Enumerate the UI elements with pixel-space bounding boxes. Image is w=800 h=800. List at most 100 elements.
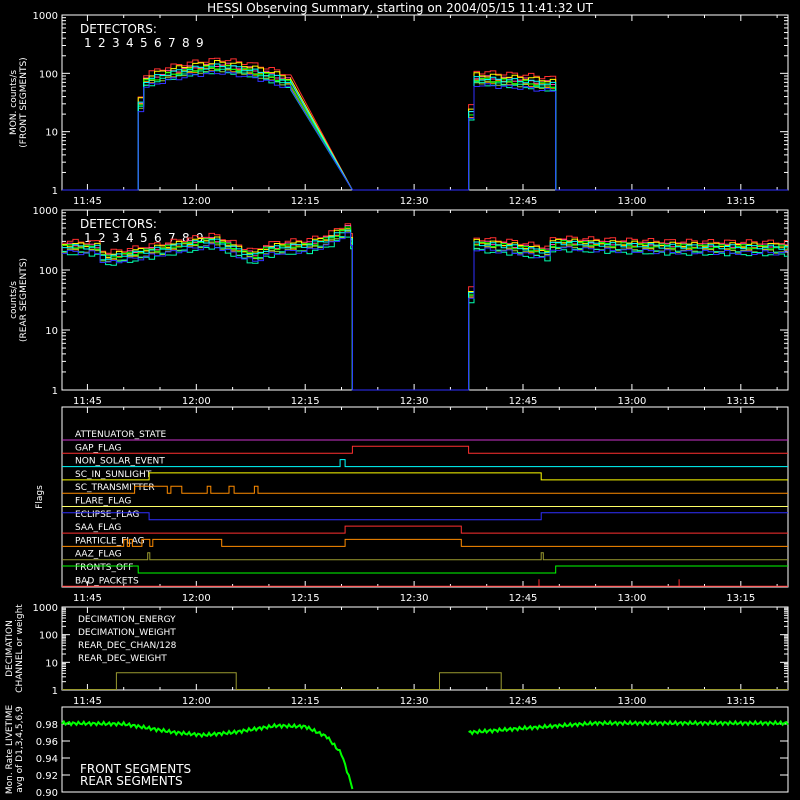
flags-ylabel: Flags <box>35 485 45 509</box>
decimation-xtick-label: 11:45 <box>73 696 102 707</box>
panels: 11:45 12:00 12:15 12:30 12:45 13:00 13:1511010… <box>5 11 789 799</box>
rear-xtick-label: 11:45 <box>73 396 102 407</box>
rear-legend-digit-4: 4 <box>126 231 134 245</box>
decimation-ytick-label: 1000 <box>33 603 58 614</box>
rear-ylabel2: (REAR SEGMENTS) <box>19 258 29 342</box>
front-legend-digit-2: 2 <box>98 36 106 50</box>
livetime-ylabel2: avg of D1,3,4,5,6,9 <box>15 706 25 793</box>
flag-line-saa_flag <box>62 525 788 534</box>
front-xtick-label: 12:15 <box>291 196 320 207</box>
flags-xtick-label: 13:00 <box>617 593 646 604</box>
rear-legend-digit-5: 5 <box>140 231 148 245</box>
decimation-xtick-label: 13:15 <box>726 696 755 707</box>
decimation-ytick-label: 1 <box>52 686 58 697</box>
livetime-ytick-label: 0.90 <box>36 788 58 799</box>
front-legend-digit-7: 7 <box>168 36 176 50</box>
front-ylabel: MON. counts/s <box>9 70 19 135</box>
rear-ytick-label: 1 <box>52 386 58 397</box>
decimation-legend-1: DECIMATION_WEIGHT <box>78 628 176 638</box>
front-ylabel2: (FRONT SEGMENTS) <box>19 57 29 147</box>
rear-xtick-label: 12:15 <box>291 396 320 407</box>
decimation-ylabel2: CHANNEL or weight <box>15 604 25 693</box>
rear-xtick-label: 12:30 <box>400 396 429 407</box>
front-xtick-label: 12:45 <box>509 196 538 207</box>
livetime-ytick-label: 0.96 <box>36 737 58 748</box>
rear-xtick-label: 13:15 <box>726 396 755 407</box>
livetime-ytick-label: 0.94 <box>36 754 58 765</box>
front-legend-digit-8: 8 <box>182 36 190 50</box>
front-ytick-label: 10 <box>45 128 58 139</box>
flag-line-particle_flag <box>62 538 788 547</box>
flag-label-bad_packets: BAD_PACKETS <box>75 576 139 586</box>
decimation-ytick-label: 100 <box>39 631 58 642</box>
front-legend-digit-3: 3 <box>112 36 120 50</box>
decimation-xtick-label: 12:15 <box>291 696 320 707</box>
flag-line-fronts_off <box>62 565 788 574</box>
rear-legend-digit-7: 7 <box>168 231 176 245</box>
front-legend-digit-5: 5 <box>140 36 148 50</box>
flag-label-eclipse_flag: ECLIPSE_FLAG <box>75 510 139 520</box>
decimation-legend-0: DECIMATION_ENERGY <box>78 615 176 625</box>
rear-legend-digit-1: 1 <box>84 231 92 245</box>
front-series-detector-9 <box>62 70 788 191</box>
front-xtick-label: 13:00 <box>617 196 646 207</box>
livetime-series-front-1 <box>468 719 789 736</box>
livetime-ytick-label: 0.98 <box>36 720 58 731</box>
front-legend-digit-4: 4 <box>126 36 134 50</box>
flags-xtick-label: 12:15 <box>291 593 320 604</box>
front-xtick-label: 11:45 <box>73 196 102 207</box>
decimation-ylabel: DECIMATION <box>5 620 15 677</box>
rear-series-detector-9 <box>62 232 788 391</box>
rear-legend-digit-6: 6 <box>154 231 162 245</box>
flag-label-gap_flag: GAP_FLAG <box>75 443 121 453</box>
flag-label-attenuator_state: ATTENUATOR_STATE <box>75 430 167 440</box>
flags-xtick-label: 12:45 <box>509 593 538 604</box>
rear-legend-digit-8: 8 <box>182 231 190 245</box>
chart-title: HESSI Observing Summary, starting on 200… <box>207 1 593 15</box>
decimation-legend-3: REAR_DEC_WEIGHT <box>78 654 167 664</box>
front-legend-digit-9: 9 <box>196 36 204 50</box>
flags-xtick-label: 12:00 <box>182 593 211 604</box>
flag-label-aaz_flag: AAZ_FLAG <box>75 550 122 560</box>
front-ytick-label: 100 <box>39 69 58 80</box>
livetime-ytick-label: 0.92 <box>36 771 58 782</box>
flag-line-non_solar_event <box>62 459 788 468</box>
flag-label-saa_flag: SAA_FLAG <box>75 523 121 533</box>
decimation-xtick-label: 13:00 <box>617 696 646 707</box>
rear-legend-digit-2: 2 <box>98 231 106 245</box>
decimation-ytick-label: 10 <box>45 658 58 669</box>
front-xtick-label: 12:30 <box>400 196 429 207</box>
flags-xtick-label: 11:45 <box>73 593 102 604</box>
front-legend-digit-6: 6 <box>154 36 162 50</box>
flag-line-gap_flag <box>62 445 788 454</box>
flag-label-non_solar_event: NON_SOLAR_EVENT <box>75 457 165 467</box>
front-legend-title: DETECTORS: <box>80 22 157 36</box>
flags-xtick-label: 13:15 <box>726 593 755 604</box>
rear-ytick-label: 1000 <box>33 206 58 217</box>
livetime-legend-front: FRONT SEGMENTS <box>80 762 191 776</box>
front-ytick-label: 1000 <box>33 11 58 22</box>
rear-xtick-label: 13:00 <box>617 396 646 407</box>
flag-label-particle_flag: PARTICLE_FLAG <box>75 536 145 546</box>
livetime-frame <box>61 706 789 793</box>
decimation-xtick-label: 12:00 <box>182 696 211 707</box>
front-ytick-label: 1 <box>52 186 58 197</box>
livetime-ylabel: Mon. Rate LIVETIME <box>5 705 15 795</box>
flag-line-sc_in_sunlight <box>62 472 788 481</box>
rear-xtick-label: 12:00 <box>182 396 211 407</box>
flag-label-sc_transmitter: SC_TRANSMITTER <box>75 483 155 493</box>
decimation-xtick-label: 12:45 <box>509 696 538 707</box>
decimation-legend-2: REAR_DEC_CHAN/128 <box>78 641 177 651</box>
front-xtick-label: 13:15 <box>726 196 755 207</box>
decimation-series-rear-dec-weight <box>62 672 788 690</box>
rear-legend-title: DETECTORS: <box>80 217 157 231</box>
front-xtick-label: 12:00 <box>182 196 211 207</box>
flag-line-sc_transmitter <box>62 485 788 494</box>
flags-xtick-label: 12:30 <box>400 593 429 604</box>
rear-ytick-label: 10 <box>45 326 58 337</box>
flag-label-flare_flag: FLARE_FLAG <box>75 497 131 507</box>
flag-line-aaz_flag <box>62 552 788 561</box>
rear-ytick-label: 100 <box>39 266 58 277</box>
flag-line-eclipse_flag <box>62 512 788 521</box>
